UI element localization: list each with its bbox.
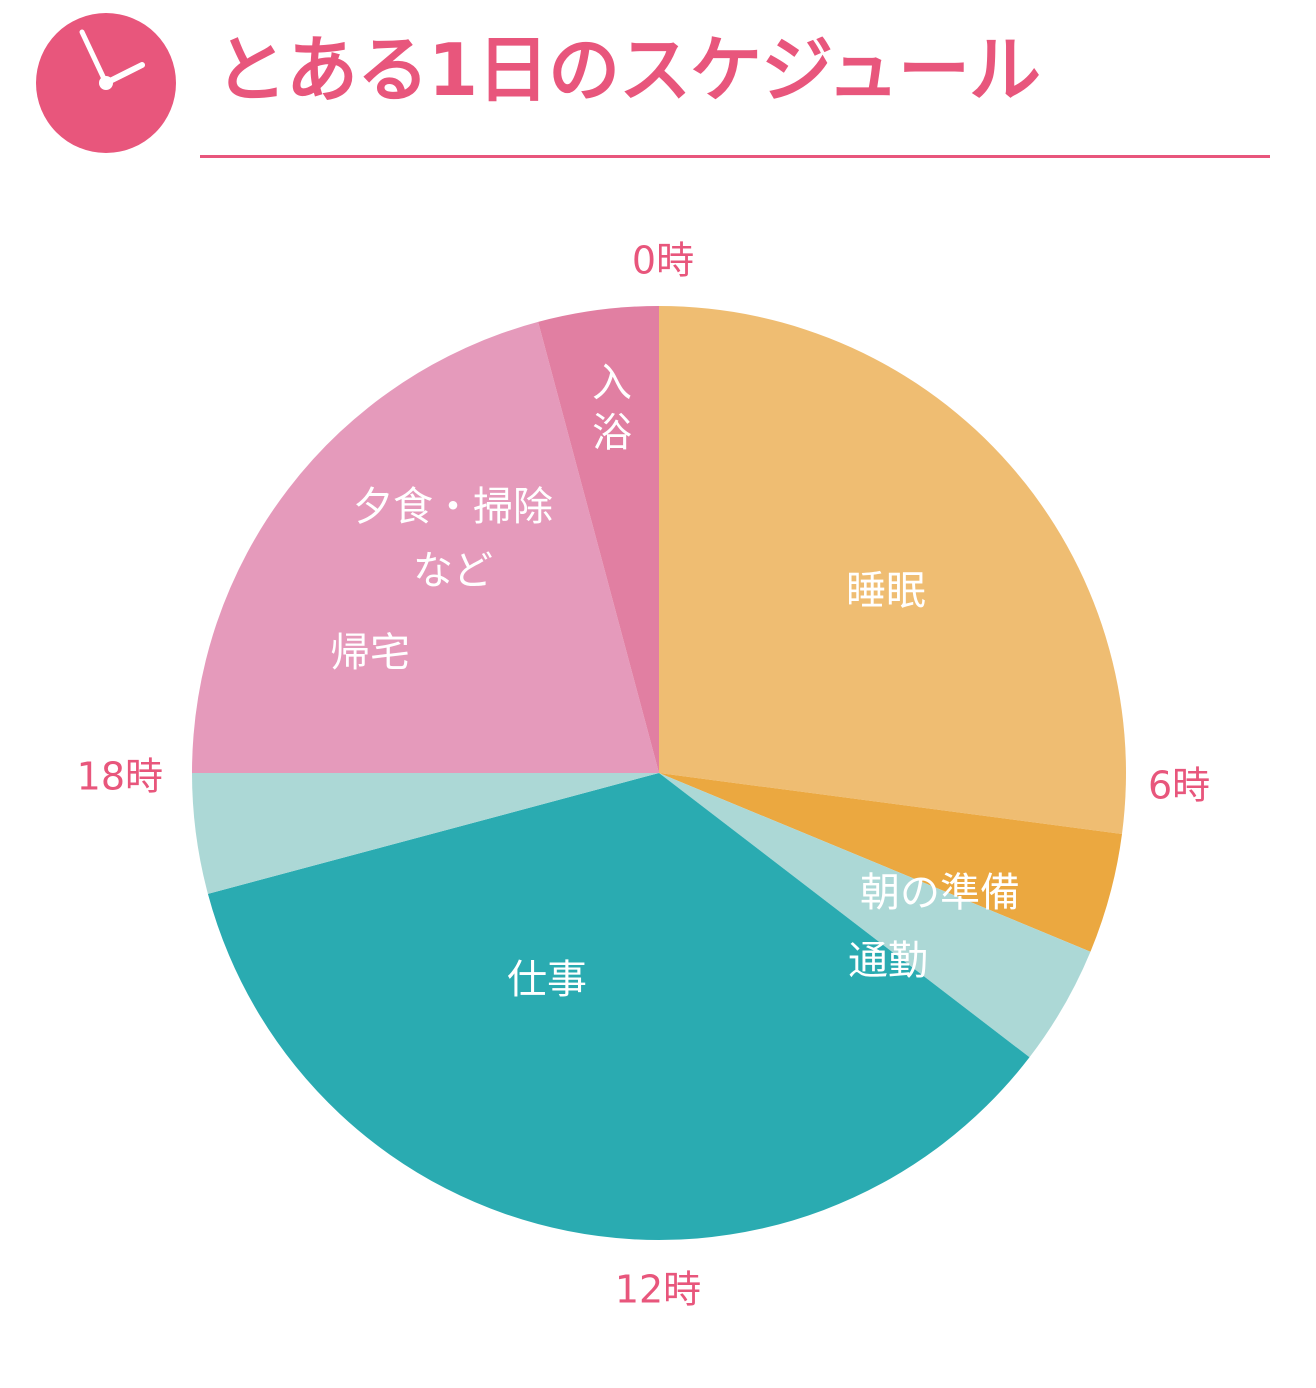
hour-tick-label-1: 6時	[1148, 764, 1210, 808]
pie-slice-0	[659, 306, 1126, 834]
clock-minute-hand	[79, 29, 109, 86]
clock-icon	[36, 13, 176, 153]
hour-tick-labels: 0時 6時 12時 18時	[77, 239, 1211, 1312]
pie-slices	[192, 306, 1126, 1241]
pie-slice-3	[207, 773, 1030, 1241]
pie-slice-5	[192, 321, 659, 773]
pie-slice-label-3: 仕事	[507, 957, 587, 1003]
hour-tick-label-2: 12時	[615, 1268, 701, 1312]
pie-slice-label-6: 入浴	[592, 360, 632, 456]
pie-slice-2	[659, 773, 1091, 1058]
pie-slice-6	[538, 306, 659, 773]
hour-tick-label-0: 0時	[632, 239, 694, 283]
pie-slice-label-2: 通勤	[848, 938, 928, 984]
pie-slice-label-0: 睡眠	[846, 568, 926, 614]
pie-slice-label-4: 帰宅	[330, 630, 410, 676]
pie-slice-4	[192, 773, 659, 894]
hour-tick-label-3: 18時	[77, 755, 163, 799]
pie-slice-label-5: 夕食・掃除など	[353, 484, 553, 594]
pie-slice-label-1: 朝の準備	[860, 870, 1020, 916]
clock-center	[99, 76, 113, 90]
title-divider	[200, 155, 1270, 158]
page-title: とある1日のスケジュール	[215, 28, 1041, 112]
pie-slice-1	[659, 773, 1122, 952]
